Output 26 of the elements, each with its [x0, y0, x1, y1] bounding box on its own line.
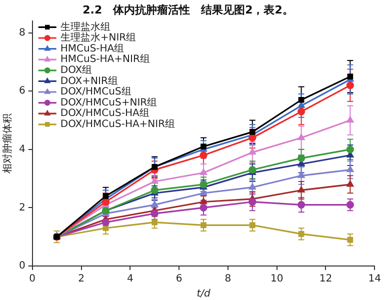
legend-label: DOX/HMCuS组	[60, 86, 132, 98]
legend-label: DOX组	[60, 64, 92, 76]
legend-label: DOX/HMCuS+NIR组	[60, 96, 158, 108]
x-tick-label: 12	[319, 274, 332, 285]
y-tick-label: 0	[18, 260, 26, 272]
y-tick-label: 2	[18, 202, 26, 214]
legend-label: HMCuS-HA组	[60, 42, 124, 54]
x-tick-label: 4	[126, 274, 134, 285]
legend-label: HMCuS-HA+NIR组	[60, 53, 150, 66]
legend-label: DOX/HMCuS-HA组	[60, 107, 150, 120]
y-tick-label: 4	[18, 144, 26, 156]
legend-label: DOX/HMCuS-HA+NIR组	[60, 118, 176, 130]
y-axis-title: 相对肿瘤体积	[2, 114, 14, 174]
x-tick-label: 2	[78, 274, 84, 285]
chart-title: 2.2 体内抗肿瘤活性 结果见图2，表2。	[82, 3, 294, 16]
legend-label: DOX+NIR组	[60, 74, 118, 87]
x-tick-label: 8	[224, 274, 232, 285]
y-tick-label: 8	[18, 27, 26, 38]
x-tick-label: 14	[368, 274, 382, 285]
legend-label: 生理盐水组	[60, 20, 110, 33]
x-tick-label: 10	[270, 274, 284, 285]
x-axis-title: t/d	[196, 288, 211, 300]
y-tick-label: 6	[18, 86, 26, 97]
x-tick-label: 6	[176, 274, 182, 285]
legend-label: 生理盐水+NIR组	[60, 32, 136, 44]
x-tick-label: 0	[29, 274, 36, 285]
